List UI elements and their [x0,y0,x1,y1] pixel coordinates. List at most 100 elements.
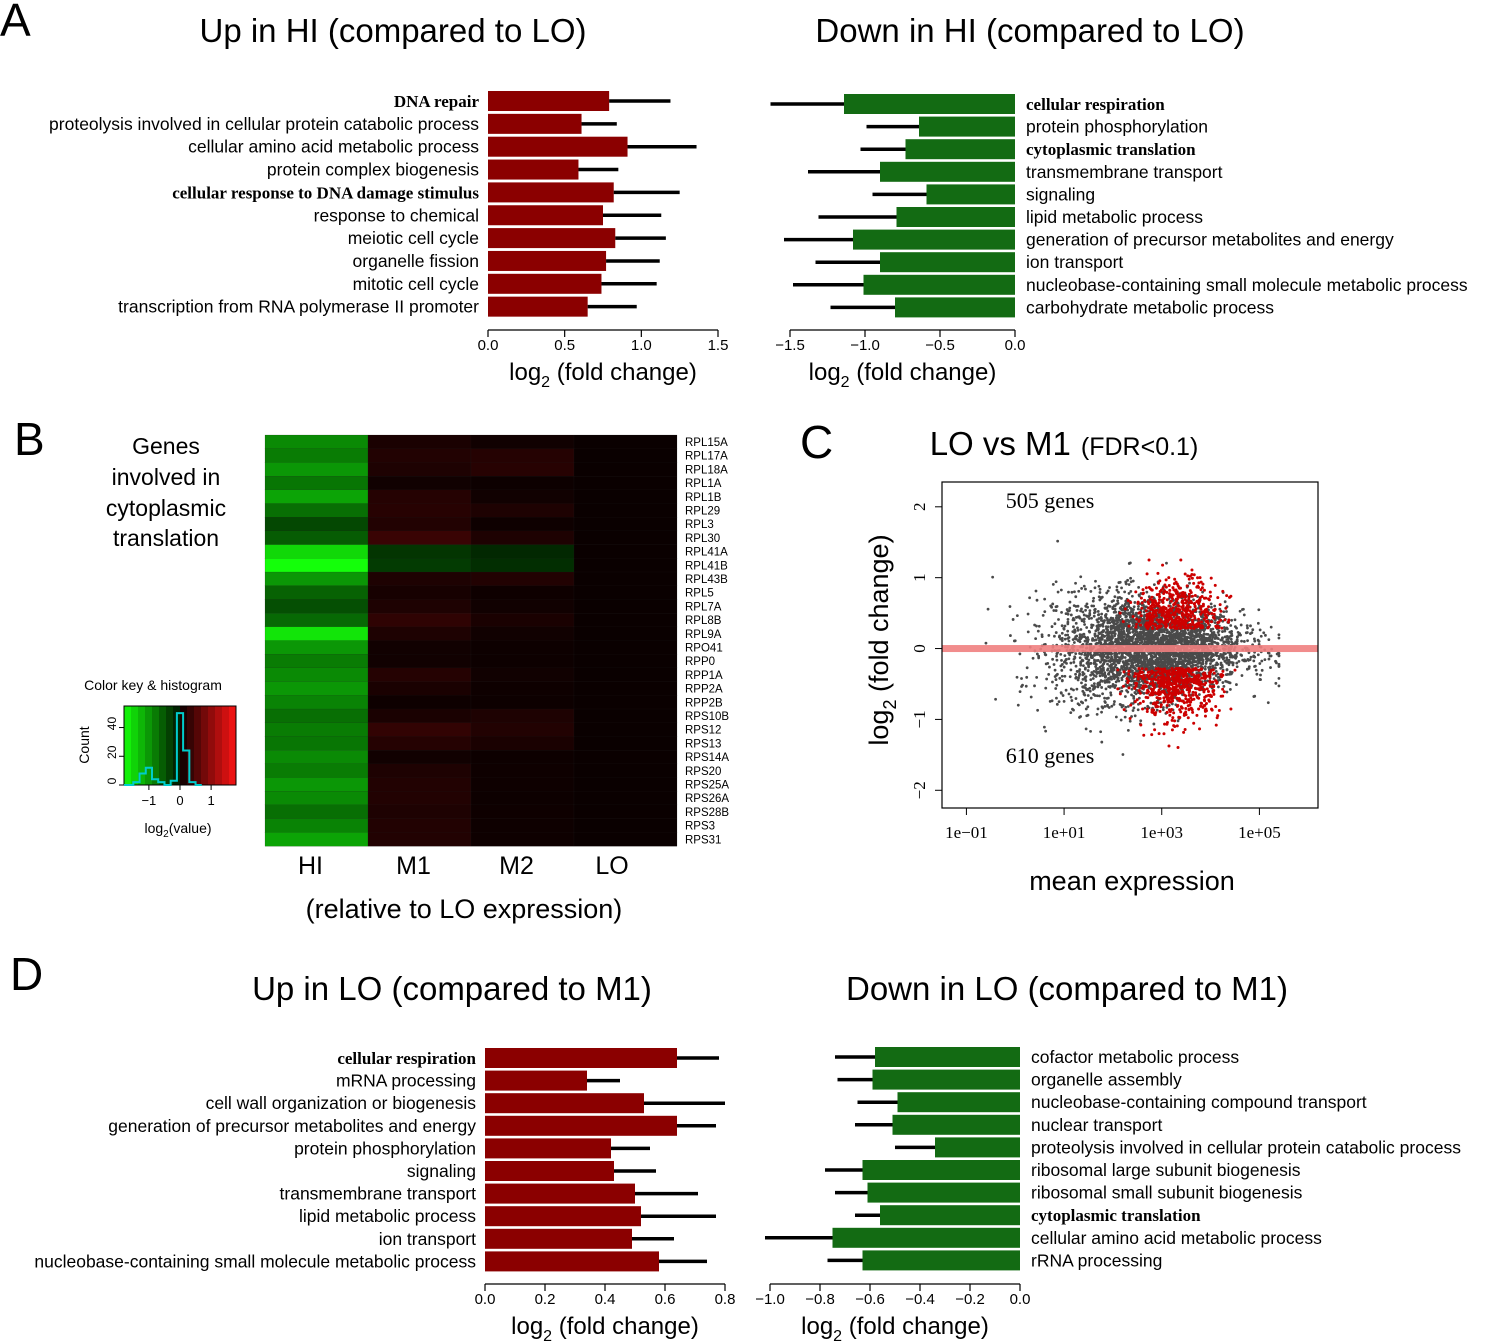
scatter-point-significant [1207,612,1211,616]
scatter-point [1133,714,1137,718]
scatter-point-significant [1168,669,1172,673]
bar [485,1251,659,1272]
scatter-point-significant [1214,704,1218,708]
scatter-point [1122,665,1126,669]
scatter-point [1042,725,1046,729]
scatter-point-significant [1190,618,1194,622]
scatter-point [1142,605,1146,609]
scatter-point [1221,681,1225,684]
scatter-point-significant [1187,618,1191,622]
scatter-point [1138,658,1142,662]
scatter-point [1069,711,1073,715]
heatmap-cell [470,640,575,655]
scatter-point [1165,561,1168,565]
scatter-point [1161,637,1165,641]
heatmap-cell [573,708,678,724]
scatter-point [1060,631,1064,635]
scatter-point [1060,624,1064,628]
scatter-point [1143,706,1147,710]
scatter-point [1128,561,1132,565]
heatmap-cell [573,804,678,819]
scatter-point-significant [1162,621,1166,625]
heatmap-column-label: M1 [396,852,431,880]
category-label: cell wall organization or biogenesis [206,1093,477,1113]
heatmap-cell [264,777,369,792]
scatter-point [1052,663,1056,666]
scatter-point [1123,590,1127,594]
scatter-point [1132,706,1136,710]
scatter-point [1169,641,1173,645]
scatter-point-significant [1138,701,1142,705]
color-key-swatch [138,706,146,785]
scatter-point [1066,617,1070,621]
scatter-point-significant [1147,585,1151,589]
scatter-point [1192,598,1195,602]
scatter-point-significant [1122,708,1126,712]
scatter-point-significant [1135,672,1139,676]
scatter-point [1065,608,1069,611]
scatter-point [1105,696,1109,700]
x-tick-label: 0.2 [535,1291,556,1308]
scatter-point [1101,622,1105,626]
scatter-point [1059,637,1062,641]
scatter-point [1080,587,1084,590]
scatter-point [1096,634,1100,638]
scatter-point [1164,656,1168,659]
scatter-point [1117,616,1120,620]
scatter-point [1200,662,1204,666]
scatter-point [1085,602,1089,606]
bar [862,1160,1020,1180]
scatter-point [1110,600,1114,603]
scatter-point-significant [1167,604,1171,608]
scatter-point [1078,668,1082,671]
scatter-point [1063,659,1067,663]
scatter-point-significant [1178,716,1182,720]
scatter-point [1093,658,1096,662]
scatter-point [1055,605,1059,608]
scatter-point [1142,658,1146,662]
scatter-point [1106,654,1109,658]
category-label: cellular amino acid metabolic process [188,137,479,157]
scatter-point-significant [1161,586,1165,590]
panel-label-a: A [0,0,31,46]
scatter-point [1227,642,1230,645]
scatter-point [1089,590,1093,593]
scatter-point-significant [1177,620,1181,624]
scatter-point-significant [1175,582,1179,586]
scatter-point-significant [1150,733,1154,737]
scatter-point [1217,657,1221,661]
scatter-point [1209,633,1213,637]
scatter-point [1068,675,1072,679]
scatter-point [1127,592,1131,595]
heatmap-cell [470,736,575,751]
scatter-point [1136,663,1140,667]
heatmap-cell [367,804,472,819]
scatter-point [1088,689,1092,693]
scatter-point [1141,655,1145,659]
scatter-point [1085,642,1089,646]
scatter-point-significant [1139,596,1143,600]
scatter-point-significant [1141,707,1145,711]
scatter-point [1043,610,1047,613]
scatter-point [1199,653,1203,657]
scatter-point-significant [1205,607,1209,611]
heatmap-cell [470,750,575,765]
scatter-point-significant [1179,705,1183,709]
heatmap-row-label: RPL3 [685,519,714,531]
scatter-point-significant [1176,603,1180,607]
heatmap-column-label: LO [595,852,628,880]
bar [488,91,610,111]
scatter-point [1132,605,1136,609]
scatter-point [1222,640,1226,644]
heatmap-cell [264,476,369,491]
scatter-point [1071,618,1075,622]
scatter-point [1026,630,1030,634]
scatter-point [1197,693,1201,696]
heatmap-cell [367,434,472,450]
scatter-point [1117,679,1121,683]
scatter-point [1112,702,1116,706]
heatmap-row-label: RPL7A [685,601,722,613]
heatmap-cell [367,708,472,724]
scatter-point [1098,591,1102,594]
